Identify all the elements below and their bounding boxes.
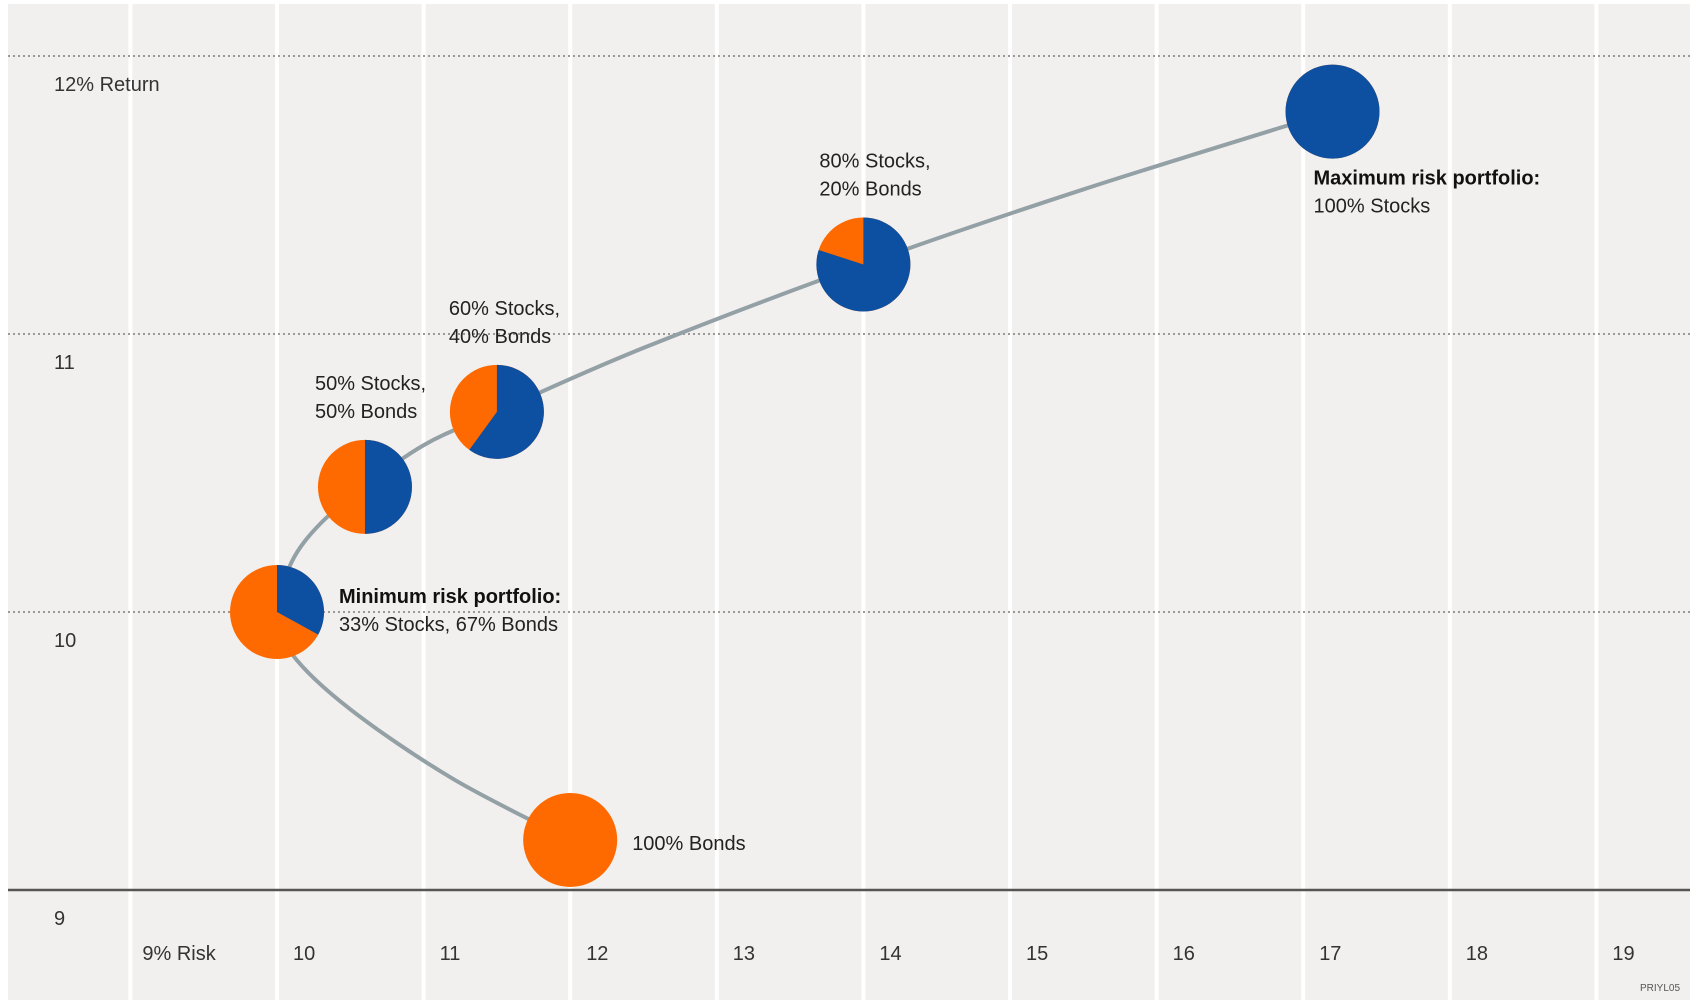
x-tick-label: 11 xyxy=(440,943,461,965)
x-tick-label: 18 xyxy=(1466,943,1488,965)
portfolio-label-line1: 50% Stocks, xyxy=(315,373,426,395)
portfolio-pie xyxy=(1285,64,1380,159)
pie-slice-stocks xyxy=(816,217,911,312)
portfolio-pie xyxy=(523,792,618,887)
x-tick-label: 14 xyxy=(879,943,901,965)
pie-slice-stocks xyxy=(364,439,412,534)
portfolio-label-line2: 50% Bonds xyxy=(315,401,417,423)
x-tick-label: 10 xyxy=(293,943,315,965)
pie-slice-stocks xyxy=(277,565,324,635)
x-tick-label: 16 xyxy=(1173,943,1195,965)
x-tick-label: 15 xyxy=(1026,943,1048,965)
pie-slice-bonds xyxy=(523,792,618,887)
y-axis-ticks: 9 10 11 12% Return xyxy=(54,74,160,930)
vertical-gridlines xyxy=(128,4,1599,1000)
x-tick-label: 9% Risk xyxy=(142,943,216,965)
pie-slice-stocks xyxy=(1285,64,1380,159)
chart-background xyxy=(8,4,1690,1000)
portfolio-label-line1: 60% Stocks, xyxy=(449,298,560,320)
portfolio-markers xyxy=(230,64,1380,887)
x-tick-label: 17 xyxy=(1319,943,1341,965)
portfolio-label-line2: 40% Bonds xyxy=(449,326,551,348)
portfolio-pie xyxy=(317,439,412,534)
y-tick-label: 9 xyxy=(54,908,65,930)
portfolio-label-line2: 20% Bonds xyxy=(819,179,921,201)
portfolio-label-line2: 100% Stocks xyxy=(1314,196,1431,218)
x-axis-ticks: 9% Risk 10 11 12 13 14 15 16 17 18 19 xyxy=(142,943,1634,965)
portfolio-pie xyxy=(816,217,911,312)
portfolio-label-line1: Minimum risk portfolio: xyxy=(339,586,561,608)
portfolio-label-line1: 80% Stocks, xyxy=(819,151,930,173)
y-tick-label: 12% Return xyxy=(54,74,160,96)
portfolio-label-line1: 100% Bonds xyxy=(632,833,745,855)
pie-slice-stocks xyxy=(469,364,544,459)
y-tick-label: 11 xyxy=(54,352,75,374)
x-tick-label: 13 xyxy=(733,943,755,965)
footer-code: PRIYL05 xyxy=(1640,983,1680,994)
portfolio-label-line2: 33% Stocks, 67% Bonds xyxy=(339,614,558,636)
x-tick-label: 12 xyxy=(586,943,608,965)
x-tick-label: 19 xyxy=(1612,943,1634,965)
portfolio-pie xyxy=(449,364,544,459)
portfolio-labels: 100% Bonds Minimum risk portfolio: 33% Sto… xyxy=(315,151,1540,855)
y-tick-label: 10 xyxy=(54,630,76,652)
portfolio-pie xyxy=(230,565,324,659)
portfolio-label-line1: Maximum risk portfolio: xyxy=(1314,168,1541,190)
